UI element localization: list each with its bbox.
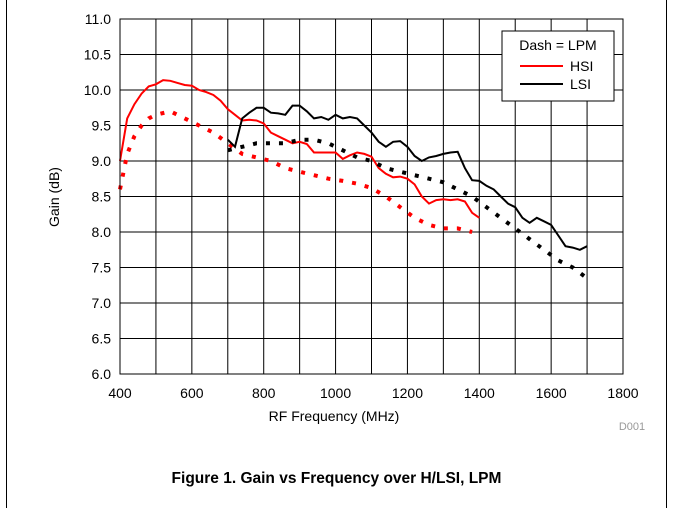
figure-code: D001 [619, 421, 645, 433]
y-tick-label: 7.5 [92, 260, 112, 276]
plot-border [119, 18, 624, 375]
y-tick-label: 10.0 [84, 82, 111, 98]
series-line-hsi [119, 79, 480, 219]
y-tick-labels: 6.0 6.5 7.0 7.5 8.0 8.5 9.0 9.5 10.0 10.5 11.0 [84, 11, 111, 382]
series-line-hsi-lpm [118, 109, 473, 234]
series-layer [118, 79, 589, 280]
y-tick-label: 11.0 [85, 11, 111, 27]
y-axis-label: Gain (dB) [46, 167, 62, 227]
x-tick-label: 1400 [464, 385, 495, 401]
y-tick-label: 6.0 [92, 366, 112, 382]
y-tick-label: 8.0 [92, 224, 112, 240]
x-tick-label: 1600 [536, 385, 567, 401]
series-line-lsi [227, 104, 588, 251]
x-tick-label: 1200 [392, 385, 423, 401]
figure-caption: Figure 1. Gain vs Frequency over H/LSI, … [171, 470, 502, 487]
y-tick-label: 9.0 [92, 153, 112, 169]
right-frame-line [666, 0, 667, 508]
y-tick-label: 7.0 [92, 295, 112, 311]
gain-vs-frequency-chart: 400 600 800 1000 1200 1400 1600 1800 6.0 6.5 7.0 7… [46, 11, 645, 433]
x-tick-label: 400 [108, 385, 132, 401]
x-tick-labels: 400 600 800 1000 1200 1400 1600 1800 [108, 385, 638, 401]
x-axis-label: RF Frequency (MHz) [269, 408, 400, 424]
x-tick-label: 1800 [607, 385, 638, 401]
legend-lsi-label: LSI [570, 76, 591, 92]
series-line-lsi-lpm [227, 137, 589, 280]
y-tick-label: 10.5 [84, 47, 111, 63]
grid-lines [120, 19, 623, 374]
legend-title: Dash = LPM [519, 37, 596, 53]
y-tick-label: 9.5 [92, 118, 112, 134]
y-tick-label: 8.5 [92, 189, 112, 205]
left-frame-line [6, 0, 7, 508]
legend: Dash = LPM HSI LSI [501, 30, 615, 102]
y-tick-label: 6.5 [92, 331, 112, 347]
legend-hsi-label: HSI [570, 58, 593, 74]
x-tick-label: 1000 [320, 385, 351, 401]
x-tick-label: 600 [180, 385, 204, 401]
x-tick-label: 800 [252, 385, 276, 401]
